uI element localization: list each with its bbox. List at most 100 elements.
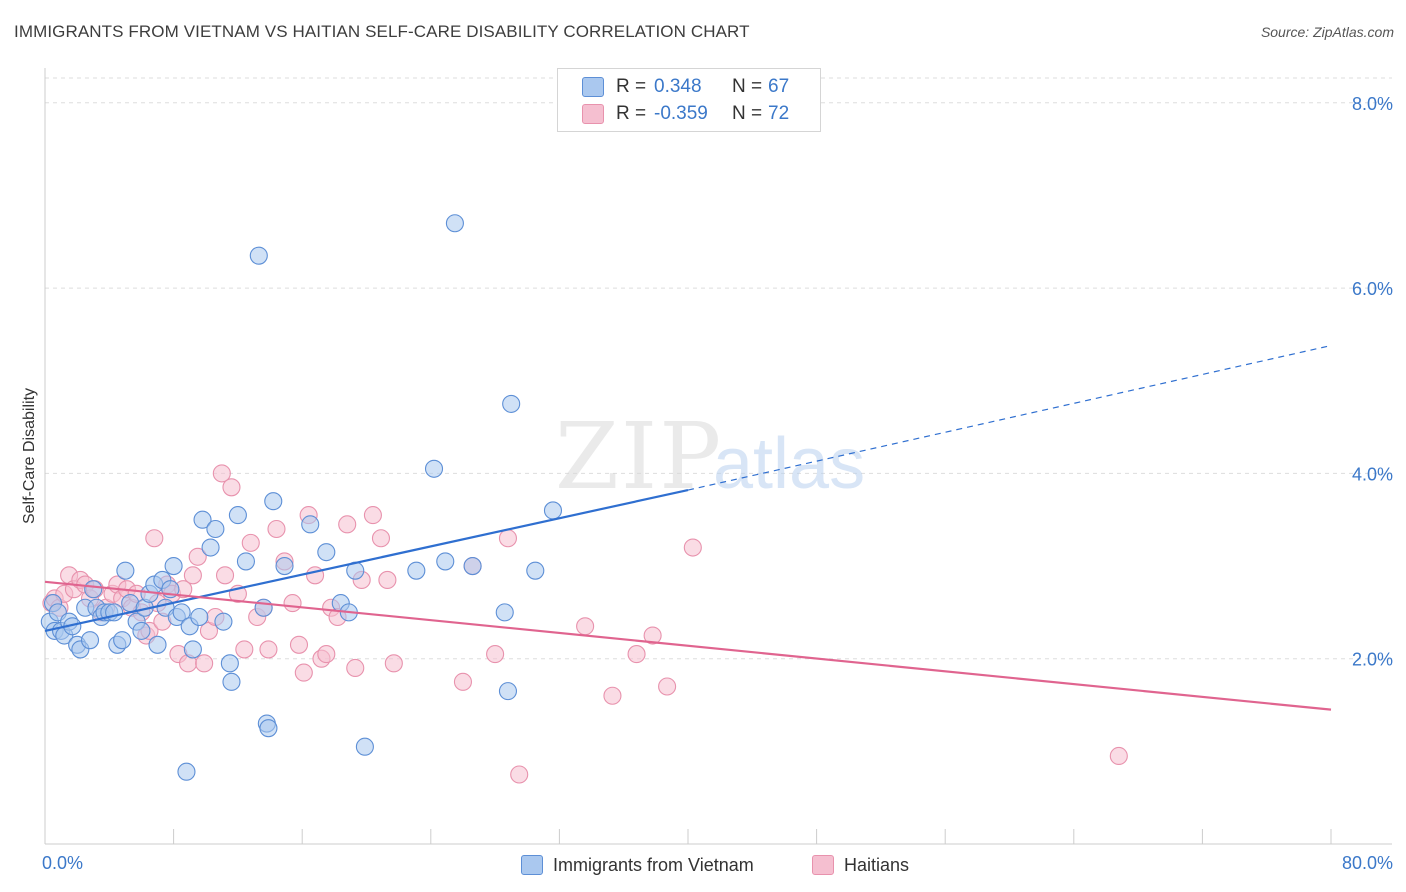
vietnam-point xyxy=(301,515,320,534)
vietnam-point xyxy=(214,612,233,631)
haitian-point xyxy=(145,529,164,548)
y-tick-label: 8.0% xyxy=(1352,94,1393,114)
haitian-point xyxy=(643,626,662,645)
x-tick-label-min: 0.0% xyxy=(42,853,83,873)
y-tick-label: 4.0% xyxy=(1352,464,1393,484)
x-tick-label-max: 80.0% xyxy=(1342,853,1393,873)
vietnam-point xyxy=(254,598,273,617)
haitian-point xyxy=(603,686,622,705)
haitian-point xyxy=(486,645,505,664)
vietnam-point xyxy=(201,538,220,557)
legend-n-label: N = xyxy=(732,76,763,97)
vietnam-point xyxy=(436,552,455,571)
vietnam-point xyxy=(172,603,191,622)
legend-swatch-blue xyxy=(582,77,604,97)
legend-r-value: -0.359 xyxy=(654,103,708,124)
vietnam-point xyxy=(445,214,464,233)
vietnam-point xyxy=(543,501,563,520)
correlation-legend: R = 0.348 N = 67 R = -0.359 N = 72 xyxy=(557,68,821,132)
legend-r-label: R = xyxy=(616,76,647,97)
vietnam-point xyxy=(80,631,100,650)
y-axis-label: Self-Care Disability xyxy=(21,388,38,524)
trend-lines xyxy=(44,344,1332,711)
series-label-haitians: Haitians xyxy=(844,854,910,875)
legend-row-vietnam: R = 0.348 N = 67 xyxy=(582,75,789,99)
vietnam-point xyxy=(407,561,426,580)
haitian-point xyxy=(683,538,702,557)
y-tick-label: 6.0% xyxy=(1352,279,1393,299)
vietnam-point xyxy=(502,394,521,413)
legend-r-value: 0.348 xyxy=(654,76,702,97)
vietnam-point xyxy=(177,762,196,781)
haitian-point xyxy=(576,617,595,636)
series-legend-haitians[interactable]: Haitians xyxy=(812,853,909,877)
source-attribution: Source: ZipAtlas.com xyxy=(1260,24,1394,40)
vietnam-point xyxy=(220,654,239,673)
haitian-point xyxy=(235,640,254,659)
haitian-point xyxy=(378,570,397,589)
haitian-point xyxy=(215,566,235,585)
gridlines xyxy=(45,77,1392,660)
vietnam-point xyxy=(113,631,132,650)
vietnam-point xyxy=(275,556,294,576)
chart-title: IMMIGRANTS FROM VIETNAM VS HAITIAN SELF-… xyxy=(14,22,750,41)
legend-r-label: R = xyxy=(616,103,647,124)
haitian-trend-line xyxy=(44,580,1332,711)
haitian-point xyxy=(222,478,241,497)
vietnam-point xyxy=(132,621,151,640)
vietnam-point xyxy=(463,556,482,576)
vietnam-point xyxy=(193,510,212,529)
watermark: ZIP atlas xyxy=(555,403,865,510)
vietnam-point xyxy=(183,640,202,659)
vietnam-point xyxy=(148,635,167,654)
watermark-atlas: atlas xyxy=(713,424,865,504)
vietnam-point xyxy=(105,603,124,622)
haitian-point xyxy=(289,635,309,654)
haitian-point xyxy=(384,654,403,673)
axes xyxy=(44,68,1392,845)
y-tick-label: 2.0% xyxy=(1352,650,1393,670)
haitian-point xyxy=(498,529,518,548)
haitian-point xyxy=(363,506,382,525)
series-swatch-pink xyxy=(812,855,834,875)
vietnam-point xyxy=(259,719,278,738)
vietnam-point xyxy=(355,737,374,756)
series-label-vietnam: Immigrants from Vietnam xyxy=(553,854,754,875)
tick-labels: 2.0% 4.0% 6.0% 8.0% 0.0% 80.0% xyxy=(42,94,1393,873)
vietnam-points xyxy=(40,214,563,781)
vietnam-point xyxy=(249,246,268,265)
haitian-point xyxy=(294,663,313,682)
vietnam-trend-line xyxy=(44,489,689,632)
vietnam-point xyxy=(236,552,255,571)
vietnam-point xyxy=(222,672,241,691)
haitian-point xyxy=(453,672,473,691)
haitian-point xyxy=(195,654,214,673)
haitian-point xyxy=(627,645,646,664)
vietnam-point xyxy=(228,506,247,525)
haitian-point xyxy=(658,677,677,696)
haitian-point xyxy=(267,519,286,539)
haitian-point xyxy=(283,594,302,613)
haitian-point xyxy=(510,765,529,784)
legend-swatch-pink xyxy=(582,104,604,124)
series-legend-vietnam[interactable]: Immigrants from Vietnam xyxy=(521,853,754,877)
legend-row-haitians: R = -0.359 N = 72 xyxy=(582,102,789,126)
haitian-point xyxy=(188,547,207,566)
vietnam-point xyxy=(264,492,283,511)
series-swatch-blue xyxy=(521,855,543,875)
vietnam-point xyxy=(526,561,545,580)
vietnam-point xyxy=(317,543,336,562)
vietnam-point xyxy=(498,682,518,701)
haitian-point xyxy=(317,645,336,664)
haitian-point xyxy=(259,640,278,659)
legend-n-value: 72 xyxy=(768,103,790,124)
haitian-point xyxy=(338,515,357,534)
vietnam-point xyxy=(206,519,225,539)
watermark-zip: ZIP xyxy=(555,403,723,510)
legend-n-value: 67 xyxy=(768,76,790,97)
vietnam-point xyxy=(424,459,444,478)
vietnam-point xyxy=(190,607,209,627)
haitian-point xyxy=(371,529,391,548)
haitian-point xyxy=(346,658,365,678)
